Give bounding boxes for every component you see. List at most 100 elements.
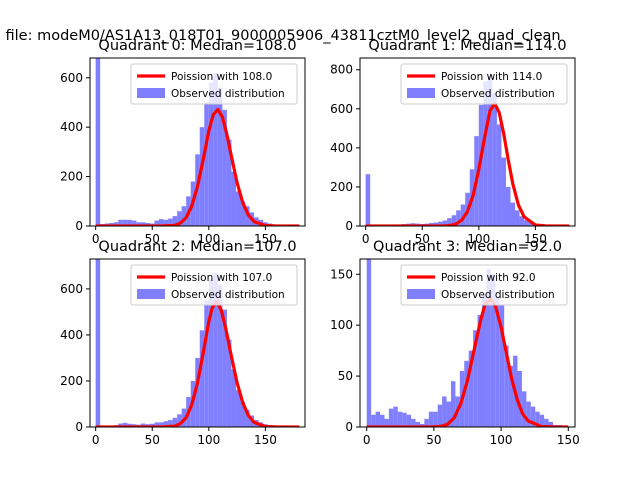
histogram-bar bbox=[384, 418, 389, 427]
x-tick-label: 100 bbox=[197, 433, 220, 447]
histogram-bar bbox=[159, 219, 164, 226]
histogram-bar bbox=[437, 404, 443, 427]
histogram-bar bbox=[482, 294, 487, 427]
histogram-bar bbox=[380, 414, 385, 427]
histogram-bar bbox=[473, 330, 478, 427]
plot-area bbox=[95, 259, 300, 427]
histogram-bar bbox=[456, 210, 461, 226]
histogram-bar bbox=[127, 219, 132, 226]
legend: Poission with 92.0 Observed distribution bbox=[400, 264, 568, 306]
histogram-bar bbox=[154, 220, 160, 226]
y-tick-label: 400 bbox=[60, 120, 83, 134]
legend: Poission with 114.0 Observed distribution bbox=[400, 63, 568, 105]
x-tick-label: 150 bbox=[254, 433, 277, 447]
histogram-bar bbox=[464, 360, 469, 427]
histogram-bar bbox=[113, 222, 119, 226]
legend-patch-swatch bbox=[137, 88, 165, 98]
histogram-bar bbox=[195, 357, 200, 427]
histogram-bar bbox=[371, 414, 376, 427]
histogram-bar bbox=[411, 418, 416, 427]
histogram-bar bbox=[240, 401, 246, 427]
histogram-bar bbox=[222, 109, 227, 226]
histogram-bar bbox=[495, 296, 500, 427]
histogram-bar bbox=[468, 350, 474, 427]
legend-entry-poisson: Poission with 108.0 bbox=[171, 71, 272, 83]
histogram-bar bbox=[393, 406, 398, 427]
histogram-bar bbox=[504, 345, 509, 427]
histogram-bar bbox=[424, 418, 429, 427]
histogram-bar bbox=[140, 423, 146, 427]
x-tick-label: 0 bbox=[92, 232, 100, 246]
histogram-bar bbox=[140, 222, 146, 226]
histogram-bar bbox=[544, 418, 549, 427]
plot-area bbox=[365, 75, 570, 226]
axes-frame bbox=[89, 57, 306, 227]
histogram-bar bbox=[122, 422, 128, 427]
histogram-bar bbox=[172, 417, 178, 427]
histogram-bar bbox=[521, 391, 527, 427]
histogram-bar bbox=[510, 202, 516, 226]
histogram-bar bbox=[397, 411, 403, 427]
histogram-bar bbox=[95, 259, 101, 427]
histogram-bar bbox=[442, 220, 448, 226]
figure-suptitle: a file: modeM0/AS1A13_018T01_9000005906_… bbox=[0, 28, 561, 44]
histogram-bar bbox=[213, 72, 218, 226]
subplot-quadrant-0: 0 50 100 150 0 200 400 600 Quadrant 0: Median=10… bbox=[60, 38, 306, 246]
subplot-quadrant-2: 0 50 100 150 0 200 400 600 Quadrant 2: Median=10… bbox=[60, 239, 306, 447]
y-tick-label: 800 bbox=[330, 63, 353, 77]
histogram-bar bbox=[402, 412, 407, 427]
histogram-bar bbox=[548, 421, 553, 427]
plot-area bbox=[366, 259, 569, 427]
histogram-bar bbox=[231, 171, 236, 226]
y-tick-label: 50 bbox=[338, 369, 353, 383]
legend-patch-swatch bbox=[407, 88, 435, 98]
histogram-bar bbox=[487, 75, 493, 226]
axes-frame bbox=[359, 57, 576, 227]
histogram-bar bbox=[528, 222, 534, 226]
histogram-bar bbox=[136, 222, 141, 226]
histogram-bar bbox=[204, 102, 209, 226]
y-tick-label: 0 bbox=[345, 420, 353, 434]
histogram-bar bbox=[450, 381, 456, 427]
legend-patch-swatch bbox=[137, 289, 165, 299]
y-tick-label: 200 bbox=[60, 374, 83, 388]
axes-frame bbox=[359, 258, 576, 428]
x-tick-label: 150 bbox=[557, 433, 580, 447]
y-tick-label: 0 bbox=[345, 219, 353, 233]
histogram-bar bbox=[366, 259, 372, 427]
histogram-bar bbox=[508, 365, 514, 427]
histogram-bar bbox=[375, 411, 381, 427]
histogram-bar bbox=[163, 219, 169, 226]
subplot-title: Quadrant 0: Median=108.0 bbox=[98, 38, 296, 54]
histogram-bar bbox=[118, 219, 123, 226]
histogram-bar bbox=[490, 274, 496, 427]
histogram-bar bbox=[159, 422, 164, 427]
legend-patch-swatch bbox=[407, 289, 435, 299]
x-tick-label: 0 bbox=[92, 433, 100, 447]
x-tick-label: 50 bbox=[145, 232, 160, 246]
histogram-bar bbox=[483, 81, 488, 226]
histogram-bar bbox=[118, 423, 123, 427]
subplot-title: Quadrant 2: Median=107.0 bbox=[98, 239, 296, 255]
subplot-quadrant-1: 0 50 100 150 0 200 400 600 800 Quadrant 1: Median… bbox=[330, 38, 576, 246]
histogram-bar bbox=[530, 406, 536, 427]
histogram-bar bbox=[365, 174, 371, 226]
subplot-quadrant-3: 0 50 100 150 0 50 100 150 Quadrant 3: Median=92.… bbox=[330, 239, 580, 447]
histogram-bar bbox=[122, 219, 128, 226]
y-tick-label: 150 bbox=[330, 267, 353, 281]
legend-entry-observed: Observed distribution bbox=[441, 289, 555, 301]
histogram-bar bbox=[486, 269, 491, 427]
histogram-bar bbox=[163, 421, 169, 427]
histogram-bar bbox=[199, 127, 205, 226]
histogram-bar bbox=[168, 218, 173, 226]
histogram-bar bbox=[168, 420, 173, 427]
histogram-bar bbox=[519, 216, 525, 226]
histogram-bar bbox=[199, 330, 205, 427]
legend-entry-observed: Observed distribution bbox=[441, 88, 555, 100]
histogram-bar bbox=[451, 215, 457, 226]
histogram-bar bbox=[446, 401, 451, 427]
x-tick-label: 50 bbox=[415, 232, 430, 246]
legend-entry-observed: Observed distribution bbox=[171, 88, 285, 100]
histogram-bar bbox=[460, 204, 466, 226]
histogram-bar bbox=[181, 206, 187, 226]
